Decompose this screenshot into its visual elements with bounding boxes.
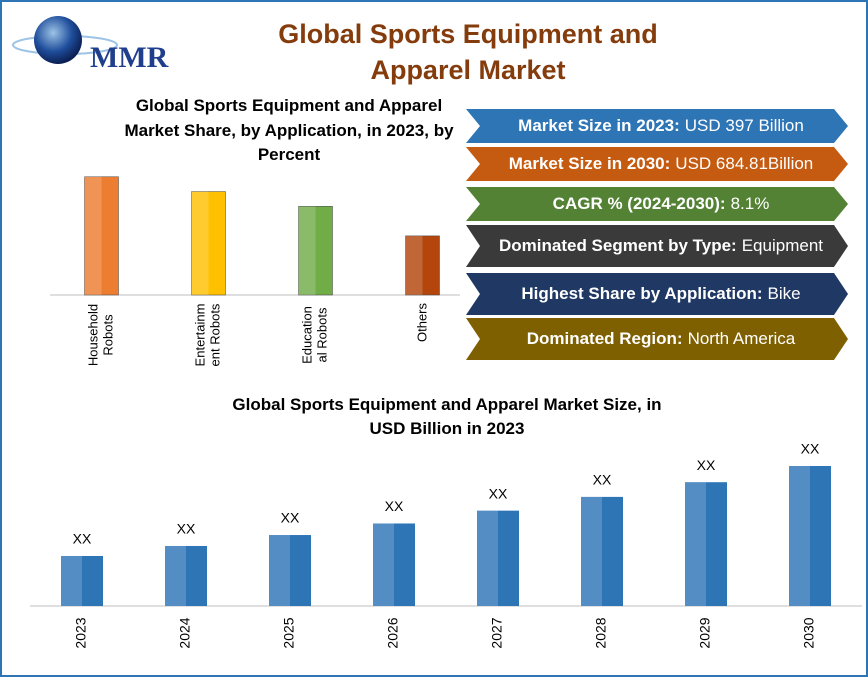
bar: [191, 191, 226, 296]
highlight-banner: Dominated Segment by Type: Equipment: [466, 225, 848, 267]
bar: [581, 496, 623, 606]
x-tick-label: 2024: [177, 617, 193, 648]
highlight-banner: Dominated Region: North America: [466, 318, 848, 360]
value-label: XX: [593, 472, 612, 488]
bar-shade: [165, 545, 186, 606]
x-tick-label-group: Others: [414, 303, 430, 343]
x-tick-label-box: Household Robots: [85, 303, 116, 367]
banner-label: Market Size in 2030:: [509, 154, 671, 173]
title-box: Global Sports Equipment and Apparel Mark…: [278, 19, 658, 86]
x-tick-label: 2028: [593, 617, 609, 648]
logo-text: MMR: [90, 41, 169, 74]
highlight-banner: Market Size in 2030: USD 684.81Billion: [466, 147, 848, 181]
x-tick-label: Entertainment Robots: [192, 303, 223, 367]
banner-text: Highest Share by Application: Bike: [521, 284, 800, 303]
bar-shade: [789, 466, 810, 606]
bar: [373, 523, 415, 606]
value-label: XX: [489, 485, 508, 501]
x-tick-label-group: Educational Robots: [299, 306, 330, 364]
chart-title: Global Sports Equipment and Apparel Mark…: [232, 395, 662, 438]
bar-shade: [61, 555, 82, 606]
banner-value: Equipment: [742, 236, 824, 255]
highlight-banner: CAGR % (2024-2030): 8.1%: [466, 187, 848, 221]
bar: [789, 466, 831, 606]
banner-shape: [466, 225, 848, 267]
banner-value: 8.1%: [731, 194, 770, 213]
bar-shade: [269, 535, 290, 606]
banner-label: Market Size in 2023:: [518, 116, 680, 135]
x-tick-label: 2029: [697, 617, 713, 648]
chart-title: Global Sports Equipment and Apparel Mark…: [124, 96, 454, 165]
x-tick-label: 2027: [489, 617, 505, 648]
bar: [61, 555, 103, 606]
banner-value: USD 684.81Billion: [675, 154, 813, 173]
x-tick-label: Household Robots: [85, 303, 116, 367]
x-tick-label: 2023: [73, 617, 89, 648]
banner-text: Dominated Region: North America: [527, 329, 796, 348]
main-title: Global Sports Equipment and Apparel Mark…: [278, 19, 658, 86]
bar-shade: [298, 206, 316, 295]
banner-shape: [466, 147, 848, 181]
x-tick-label: 2026: [385, 617, 401, 648]
logo-globe: [34, 16, 82, 64]
banner-shape: [466, 109, 848, 143]
bar: [84, 176, 119, 296]
bar-shade: [685, 482, 706, 606]
banner-label: CAGR % (2024-2030):: [553, 194, 726, 213]
x-tick-label-box: Others: [414, 303, 430, 343]
banner-shape: [466, 318, 848, 360]
x-tick-label: Educational Robots: [299, 306, 330, 364]
bar: [477, 510, 519, 606]
bar: [405, 235, 440, 296]
bar-shade: [581, 496, 602, 606]
x-tick-label: 2025: [281, 617, 297, 648]
highlight-banner: Market Size in 2023: USD 397 Billion: [466, 109, 848, 143]
bar-shade: [84, 176, 102, 295]
banner-shape: [466, 187, 848, 221]
chart2-title-box: Global Sports Equipment and Apparel Mark…: [232, 395, 662, 438]
bar-shade: [191, 191, 209, 295]
value-label: XX: [385, 498, 404, 514]
bar-shade: [373, 523, 394, 606]
banner-label: Dominated Segment by Type:: [499, 236, 737, 255]
x-tick-label-group: Household Robots: [85, 303, 116, 367]
bar: [165, 545, 207, 606]
banner-text: Market Size in 2030: USD 684.81Billion: [509, 154, 814, 173]
bar: [685, 482, 727, 606]
banner-shape: [466, 273, 848, 315]
chart1-title-box: Global Sports Equipment and Apparel Mark…: [124, 96, 454, 165]
value-label: XX: [177, 521, 196, 537]
banner-text: Dominated Segment by Type: Equipment: [499, 236, 823, 255]
x-tick-label: 2030: [801, 617, 817, 648]
banner-text: Market Size in 2023: USD 397 Billion: [518, 116, 804, 135]
x-tick-label-box: Entertainment Robots: [192, 303, 223, 367]
banner-label: Highest Share by Application:: [521, 284, 762, 303]
value-label: XX: [73, 531, 92, 547]
value-label: XX: [801, 441, 820, 457]
logo: MMR: [12, 16, 169, 74]
x-tick-label-group: Entertainment Robots: [192, 303, 223, 367]
bar-shade: [477, 510, 498, 606]
banner-value: USD 397 Billion: [685, 116, 804, 135]
value-label: XX: [281, 510, 300, 526]
banner-value: Bike: [768, 284, 801, 303]
highlight-banner: Highest Share by Application: Bike: [466, 273, 848, 315]
bar: [269, 535, 311, 606]
bar: [298, 206, 333, 296]
banner-label: Dominated Region:: [527, 329, 683, 348]
x-tick-label: Others: [414, 303, 430, 343]
bar-shade: [405, 235, 423, 295]
banner-value: North America: [688, 329, 796, 348]
x-tick-label-box: Educational Robots: [299, 306, 330, 364]
value-label: XX: [697, 457, 716, 473]
banner-text: CAGR % (2024-2030): 8.1%: [553, 194, 770, 213]
